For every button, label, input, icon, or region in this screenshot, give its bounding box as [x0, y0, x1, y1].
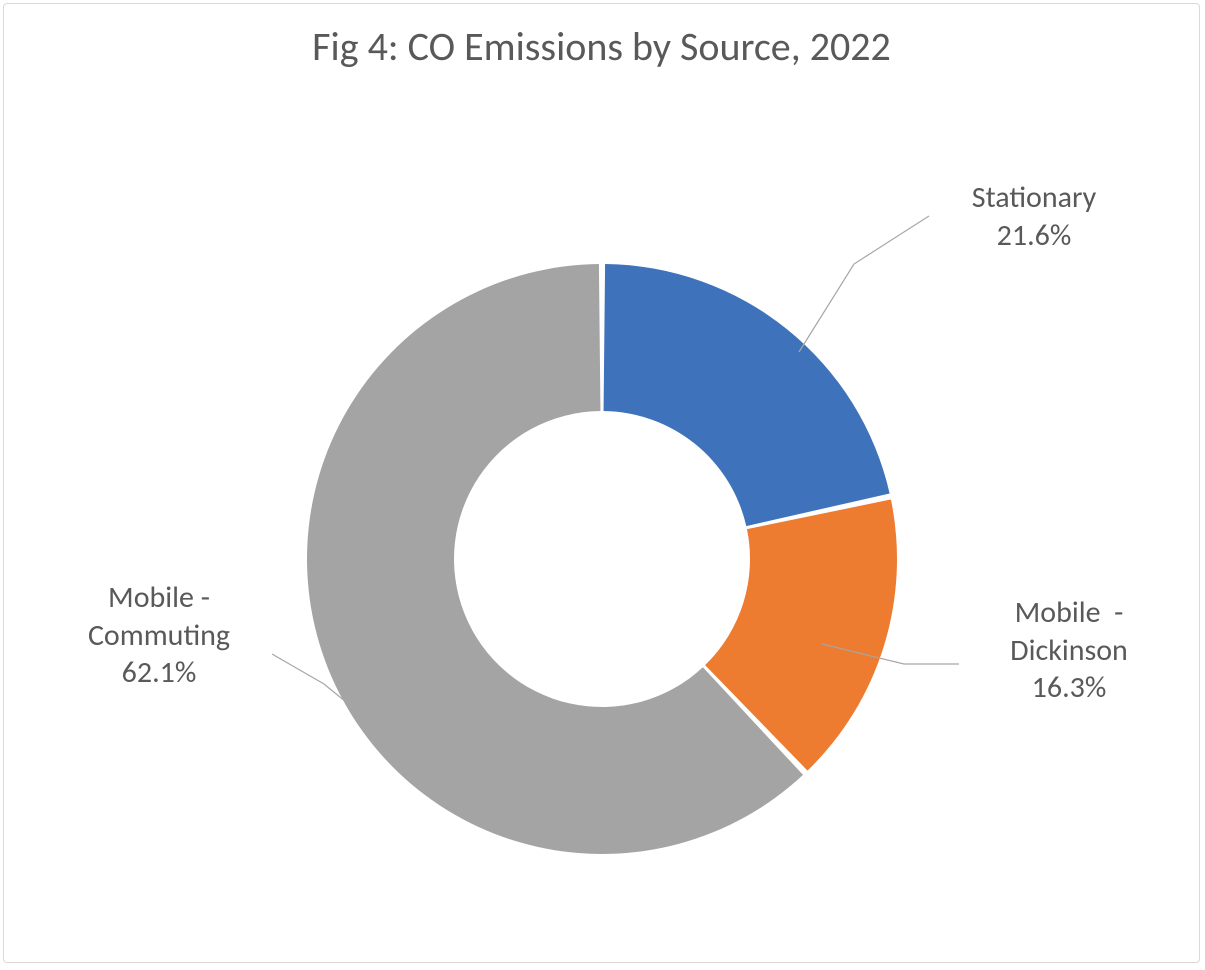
leader-line-0	[799, 216, 929, 352]
chart-container: Fig 4: CO Emissions by Source, 2022 Stat…	[3, 3, 1200, 963]
donut-slices	[307, 264, 897, 854]
data-label-2: Mobile - Commuting 62.1%	[44, 579, 274, 692]
donut-chart	[4, 4, 1201, 964]
data-label-0: Stationary 21.6%	[934, 179, 1134, 254]
data-label-1: Mobile - Dickinson 16.3%	[964, 594, 1174, 707]
slice-0	[604, 264, 890, 526]
